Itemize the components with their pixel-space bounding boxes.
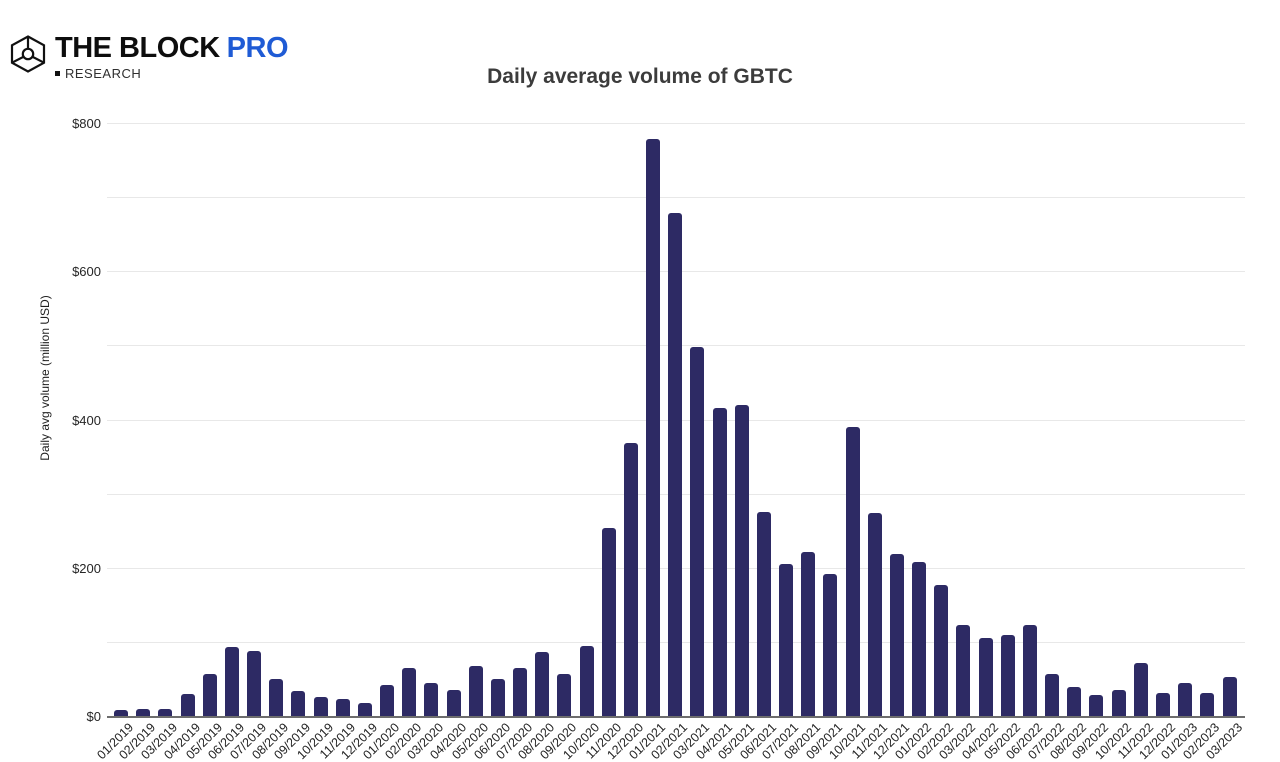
bar [513, 667, 528, 716]
bar [1089, 694, 1104, 716]
bar [779, 564, 794, 716]
bar [690, 346, 705, 716]
bar [247, 650, 262, 716]
y-tick-label: $400 [72, 412, 101, 428]
logo-brand: THE BLOCK PRO [55, 32, 289, 65]
bar [1200, 693, 1215, 716]
bar [1067, 687, 1082, 716]
bar [1133, 662, 1148, 716]
the-block-logo: THE BLOCK PRO RESEARCH [8, 32, 289, 80]
bar [978, 638, 993, 716]
bar [335, 698, 350, 716]
bar [446, 690, 461, 716]
gridline [107, 123, 1245, 124]
square-bullet-icon [55, 70, 60, 76]
bar [380, 684, 395, 716]
bar [734, 404, 749, 716]
bar [934, 584, 949, 716]
y-tick-label: $0 [86, 709, 101, 724]
bar [601, 528, 616, 716]
bar [823, 573, 838, 716]
x-axis-line [107, 716, 1245, 718]
bar [845, 426, 860, 716]
bar [535, 651, 550, 716]
bar [867, 512, 882, 716]
bar [756, 512, 771, 716]
bar [158, 708, 173, 716]
y-tick-label: $200 [72, 560, 101, 576]
bar [623, 443, 638, 716]
bar [557, 674, 572, 716]
page: THE BLOCK PRO RESEARCH Daily average volu… [8, 32, 1245, 762]
bar [712, 408, 727, 716]
bar [180, 693, 195, 716]
bar [468, 666, 483, 716]
bar [889, 553, 904, 716]
bar [402, 667, 417, 716]
bar [1022, 624, 1037, 716]
chart-title: Daily average volume of GBTC [487, 65, 793, 88]
bar [579, 645, 594, 716]
logo-pro-badge: PRO [226, 32, 289, 64]
bar [1155, 693, 1170, 716]
bar [956, 624, 971, 716]
bar [1000, 635, 1015, 716]
y-tick-label: $800 [72, 116, 101, 131]
bar [1045, 673, 1060, 716]
logo-research-line: RESEARCH [55, 67, 288, 80]
logo-brand-name: THE BLOCK [55, 32, 220, 64]
bar [136, 708, 151, 716]
y-axis-title: Daily avg volume (million USD) [38, 295, 52, 461]
bar [357, 702, 372, 716]
the-block-cube-icon [10, 35, 46, 73]
bar [424, 683, 439, 716]
bar [1111, 690, 1126, 716]
bar [202, 674, 217, 716]
bar [912, 561, 927, 716]
y-tick-label: $600 [72, 264, 101, 280]
bar [1178, 683, 1193, 716]
bar [1222, 676, 1237, 716]
bar [313, 697, 328, 716]
bar [490, 678, 505, 716]
bar [224, 647, 239, 716]
bar [291, 690, 306, 716]
bar [269, 678, 284, 716]
bar [801, 552, 816, 716]
logo-text: THE BLOCK PRO RESEARCH [55, 32, 289, 80]
gridline [107, 197, 1245, 199]
bar [646, 138, 661, 716]
bar [668, 212, 683, 716]
logo-research-label: RESEARCH [65, 65, 142, 81]
bar [114, 710, 128, 716]
